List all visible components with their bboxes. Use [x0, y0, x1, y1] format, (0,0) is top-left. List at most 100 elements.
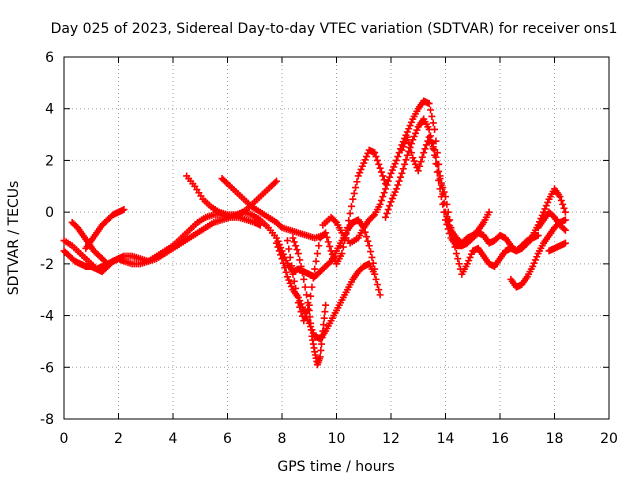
data-point: [436, 175, 444, 183]
data-point: [390, 191, 398, 199]
data-point: [353, 178, 361, 186]
data-point: [331, 217, 339, 225]
y-tick-label: -4: [40, 309, 54, 325]
data-point: [322, 301, 330, 309]
data-point: [347, 202, 355, 210]
data-point: [271, 178, 279, 186]
data-point: [328, 250, 336, 258]
data-point: [397, 173, 405, 181]
data-point: [372, 275, 380, 283]
data-point: [425, 133, 433, 141]
data-point: [373, 156, 381, 164]
x-tick-label: 2: [114, 431, 123, 447]
data-point: [401, 140, 409, 148]
data-point: [320, 321, 328, 329]
data-point: [435, 167, 443, 175]
data-point: [350, 189, 358, 197]
data-point: [317, 346, 325, 354]
series-sat-m: [507, 216, 569, 291]
data-point: [428, 140, 436, 148]
series-sat-p: [545, 239, 569, 255]
data-point: [429, 119, 437, 127]
data-point: [383, 209, 391, 217]
data-point: [433, 160, 441, 168]
data-point: [376, 200, 384, 208]
data-point: [530, 259, 538, 267]
data-point: [407, 118, 415, 126]
data-point: [343, 224, 351, 232]
data-point: [318, 340, 326, 348]
data-point: [429, 143, 437, 151]
data-point: [401, 160, 409, 168]
y-axis-tick-labels: -8 -6 -4 -2 0 2 4 6: [40, 50, 54, 428]
data-point: [372, 153, 380, 161]
data-point: [362, 233, 370, 241]
data-point: [315, 242, 323, 250]
data-point: [529, 262, 537, 270]
data-point: [544, 198, 552, 206]
data-point: [405, 125, 413, 133]
data-point: [275, 247, 283, 255]
data-point: [307, 292, 315, 300]
data-point: [326, 259, 334, 267]
data-point: [358, 162, 366, 170]
data-point: [391, 160, 399, 168]
data-point: [376, 164, 384, 172]
data-point: [409, 136, 417, 144]
data-point: [293, 246, 301, 254]
data-point: [403, 133, 411, 141]
data-point: [365, 242, 373, 250]
data-point: [384, 177, 392, 185]
data-point: [431, 146, 439, 154]
data-point: [427, 106, 435, 114]
data-point: [349, 195, 357, 203]
data-point: [357, 165, 365, 173]
data-point: [407, 149, 415, 157]
data-point: [561, 216, 569, 224]
x-tick-label: 8: [278, 431, 287, 447]
data-point: [387, 169, 395, 177]
y-tick-label: -6: [40, 360, 54, 376]
data-point: [379, 193, 387, 201]
data-point: [387, 198, 395, 206]
data-point: [309, 274, 317, 282]
data-point: [346, 209, 354, 217]
data-point: [454, 255, 462, 263]
data-point: [413, 126, 421, 134]
data-point: [447, 224, 455, 232]
series-sat-h: [289, 234, 330, 369]
data-point: [320, 314, 328, 322]
data-point: [222, 178, 230, 186]
x-tick-label: 4: [169, 431, 178, 447]
data-point: [307, 326, 315, 334]
series-sat-j: [319, 97, 493, 247]
data-point: [318, 334, 326, 342]
data-point: [308, 283, 316, 291]
series-sat-l: [398, 133, 531, 278]
data-point: [386, 202, 394, 210]
data-point: [368, 253, 376, 261]
data-point: [386, 173, 394, 181]
data-point: [278, 255, 286, 263]
x-tick-label: 6: [223, 431, 232, 447]
y-tick-label: -8: [40, 412, 54, 428]
data-point: [100, 256, 108, 264]
x-tick-label: 18: [546, 431, 564, 447]
data-point: [296, 303, 304, 311]
data-point: [300, 317, 308, 325]
data-point: [376, 291, 384, 299]
data-point: [289, 234, 297, 242]
x-tick-label: 0: [60, 431, 69, 447]
data-point: [283, 273, 291, 281]
data-point: [557, 197, 565, 205]
data-point: [403, 151, 411, 159]
data-point: [330, 253, 338, 261]
data-point: [382, 185, 390, 193]
data-point: [290, 238, 298, 246]
data-point: [360, 159, 368, 167]
data-point: [311, 265, 319, 273]
data-point: [101, 257, 109, 265]
data-point: [432, 153, 440, 161]
y-tick-label: 4: [45, 102, 54, 118]
data-point: [425, 100, 433, 108]
